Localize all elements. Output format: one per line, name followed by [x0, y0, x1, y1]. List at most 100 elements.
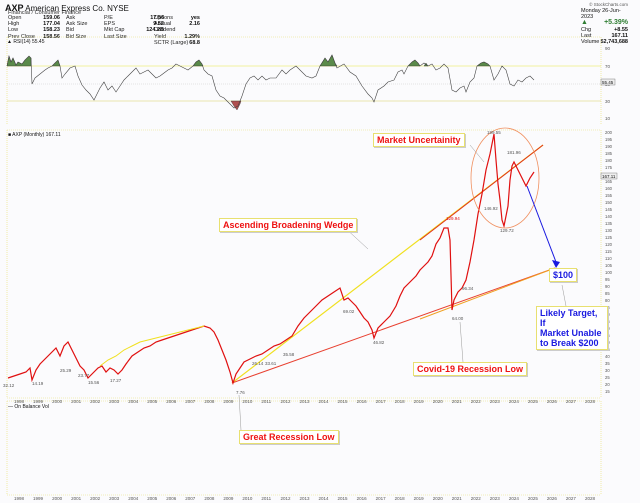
- year-tick: 2014: [318, 496, 329, 501]
- svg-text:15: 15: [605, 389, 610, 394]
- change-pct: +5.39%: [604, 19, 628, 27]
- svg-text:160: 160: [605, 186, 613, 191]
- year-tick: 2008: [204, 399, 215, 404]
- annotation-likely-target: Likely Target, If Market Unable to Break…: [536, 306, 608, 350]
- svg-text:200: 200: [605, 130, 613, 135]
- price-point-label: 26.14: [252, 361, 264, 366]
- quote-key: High: [8, 21, 20, 28]
- svg-text:155: 155: [605, 193, 613, 198]
- likely-target-line: Market Unable: [540, 328, 602, 338]
- quote-key: Ask Size: [66, 21, 88, 28]
- year-tick: 2014: [318, 399, 329, 404]
- quote-value: yes: [190, 15, 200, 21]
- year-tick: 2006: [166, 496, 177, 501]
- quote-value: 68.8: [189, 39, 200, 46]
- svg-text:120: 120: [605, 242, 613, 247]
- svg-text:140: 140: [605, 214, 613, 219]
- year-tick: 2001: [71, 496, 82, 501]
- svg-text:165: 165: [605, 179, 613, 184]
- quote-key: Prev Close: [8, 33, 35, 40]
- svg-text:20: 20: [605, 382, 610, 387]
- company-name: American Express Co. NYSE: [25, 4, 129, 13]
- x-axis-years-obv: 1998 1999 2000 2001 2002 2003 2004 2005 …: [14, 496, 604, 501]
- year-tick: 2021: [451, 399, 462, 404]
- quote-value: 159.06: [43, 15, 60, 21]
- year-tick: 2010: [242, 399, 253, 404]
- price-panel-label: ■ AXP (Monthly) 167.11: [8, 132, 61, 138]
- year-tick: 2003: [109, 496, 120, 501]
- price-point-label: 199.55: [487, 130, 501, 135]
- year-tick: 2000: [52, 496, 63, 501]
- price-point-label: 15.56: [88, 380, 100, 385]
- year-tick: 2015: [337, 496, 348, 501]
- price-point-label: 181.96: [507, 150, 521, 155]
- year-tick: 2000: [52, 399, 63, 404]
- annotation-target: $100: [549, 268, 578, 282]
- year-tick: 2011: [261, 399, 272, 404]
- copyright: © StockCharts.com: [589, 2, 628, 7]
- sector: Financial / Consumer Finance: [8, 10, 82, 16]
- quote-key: Mkt Cap: [104, 27, 125, 34]
- year-tick: 2022: [470, 496, 481, 501]
- year-tick: 2018: [394, 496, 405, 501]
- rsi-panel: [6, 36, 602, 125]
- quote-key: Bid: [66, 27, 74, 34]
- price-point-label: 25.29: [60, 368, 72, 373]
- price-point-label: 7.76: [236, 390, 245, 395]
- quote-key: EPS: [104, 21, 116, 28]
- year-tick: 2025: [527, 496, 538, 501]
- svg-text:167.11: 167.11: [602, 174, 616, 179]
- year-tick: 2016: [356, 399, 367, 404]
- year-tick: 2013: [299, 399, 310, 404]
- year-tick: 2002: [90, 399, 101, 404]
- svg-text:145: 145: [605, 207, 613, 212]
- year-tick: 2024: [508, 496, 519, 501]
- year-tick: 2007: [185, 496, 196, 501]
- quote-key: Options: [154, 15, 173, 21]
- chg-value: +8.55: [614, 26, 628, 33]
- year-tick: 2017: [375, 496, 386, 501]
- price-point-label: 33.61: [265, 361, 277, 366]
- svg-text:190: 190: [605, 144, 613, 149]
- svg-text:125: 125: [605, 235, 613, 240]
- price-point-label: 35.58: [283, 352, 295, 357]
- svg-text:10: 10: [605, 116, 611, 121]
- year-tick: 2020: [432, 496, 443, 501]
- quote-value: 1.29%: [184, 33, 200, 40]
- price-point-label: 46.82: [373, 340, 385, 345]
- year-tick: 2005: [147, 496, 158, 501]
- price-point-label: 96.34: [462, 286, 474, 291]
- year-tick: 2019: [413, 496, 424, 501]
- year-tick: 2005: [147, 399, 158, 404]
- price-y-axis: 200 195 190 185 180 175 165 160 155 150 145 140 135 1…: [605, 130, 613, 394]
- quote-value: 9.52: [153, 21, 164, 28]
- svg-text:110: 110: [605, 256, 612, 261]
- price-point-label: 14.19: [32, 381, 44, 386]
- chg-label: Chg: [581, 26, 592, 33]
- chart-title: AXP American Express Co. NYSE: [5, 3, 129, 13]
- price-point-label: 146.92: [484, 206, 498, 211]
- svg-text:130: 130: [605, 228, 613, 233]
- quote-value: 17.56: [150, 15, 164, 21]
- svg-text:180: 180: [605, 158, 613, 163]
- year-tick: 2012: [280, 496, 291, 501]
- svg-text:30: 30: [605, 368, 610, 373]
- quote-key: Open: [8, 15, 22, 21]
- year-tick: 2007: [185, 399, 196, 404]
- annotation-great-recession: Great Recession Low: [239, 430, 339, 444]
- price-point-label: 23.77: [78, 373, 90, 378]
- year-tick: 2001: [71, 399, 82, 404]
- svg-text:135: 135: [605, 221, 613, 226]
- quote-key: Bid Size: [66, 33, 87, 40]
- year-tick: 2027: [565, 399, 576, 404]
- year-tick: 2026: [546, 399, 557, 404]
- obv-label-text: On Balance Vol: [14, 404, 49, 410]
- year-tick: 2017: [375, 399, 386, 404]
- rsi-icon: ▲: [7, 39, 12, 45]
- obv-label: — On Balance Vol: [8, 404, 49, 410]
- price-icon: ■: [8, 132, 12, 138]
- svg-text:175: 175: [605, 165, 613, 170]
- quote-col-2: Ask Ask Size Bid Bid Size: [66, 15, 96, 40]
- svg-text:85: 85: [605, 291, 610, 296]
- price-point-label: 129.94: [446, 216, 460, 221]
